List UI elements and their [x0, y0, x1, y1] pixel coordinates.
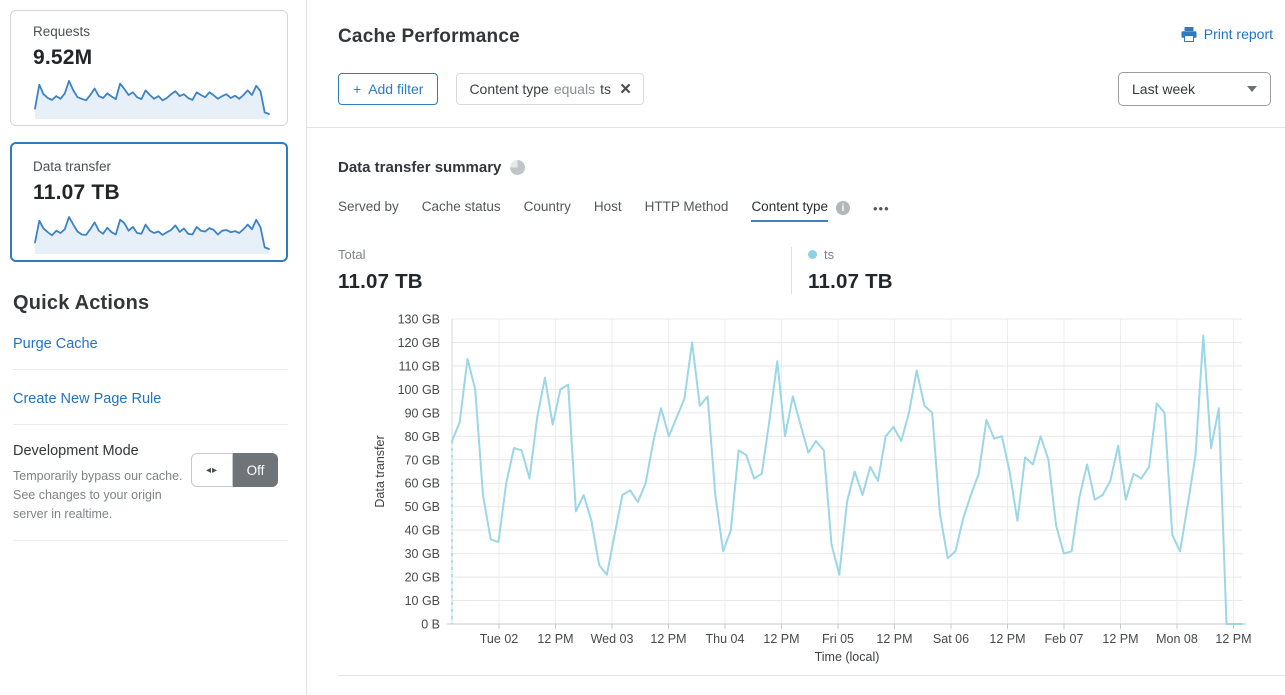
sidebar: Requests 9.52M Data transfer 11.07 TB Qu… — [0, 0, 306, 695]
x-tick-label: Mon 08 — [1156, 632, 1198, 646]
x-tick-label: 12 PM — [989, 632, 1025, 646]
total-label: Total — [338, 247, 366, 262]
divider — [791, 247, 792, 294]
data-transfer-chart[interactable]: 0 B 10 GB 20 GB 30 GB 40 GB 50 GB 60 GB 70 GB 80… — [338, 306, 1285, 675]
plus-icon: + — [353, 81, 362, 97]
summary-tabs: Served by Cache status Country Host HTTP Met… — [338, 199, 1285, 222]
tab-label: Served by — [338, 199, 399, 214]
more-menu-icon[interactable]: ••• — [873, 200, 890, 216]
create-page-rule-link[interactable]: Create New Page Rule — [13, 391, 162, 407]
total-value: 11.07 TB — [338, 270, 423, 293]
x-tick-label: Wed 03 — [591, 632, 634, 646]
x-tick-label: 12 PM — [1215, 632, 1251, 646]
requests-card[interactable]: Requests 9.52M — [10, 10, 288, 126]
development-mode: Development Mode Temporarily bypass our … — [13, 443, 288, 523]
legend-dot-icon — [808, 250, 817, 259]
x-tick-label: 12 PM — [876, 632, 912, 646]
time-range-select[interactable]: Last week — [1118, 72, 1271, 106]
filter-chip[interactable]: Content type equals ts × — [456, 73, 645, 105]
tab-http-method[interactable]: HTTP Method — [645, 199, 729, 222]
close-icon[interactable]: × — [619, 78, 632, 100]
y-tick-label: 40 GB — [405, 524, 440, 538]
y-tick-label: 30 GB — [405, 547, 440, 561]
time-range-value: Last week — [1132, 81, 1196, 97]
requests-sparkline — [34, 80, 270, 119]
tab-label: HTTP Method — [644, 199, 729, 214]
print-report-label: Print report — [1203, 26, 1273, 42]
tab-host[interactable]: Host — [594, 199, 622, 222]
tab-content-type[interactable]: Content type i — [751, 199, 850, 222]
page-title: Cache Performance — [338, 26, 520, 47]
data-transfer-card[interactable]: Data transfer 11.07 TB — [10, 142, 288, 262]
divider — [13, 424, 288, 425]
print-report-link[interactable]: Print report — [1181, 26, 1273, 42]
y-tick-label: 110 GB — [399, 359, 440, 373]
development-mode-title: Development Mode — [13, 443, 139, 459]
x-tick-label: Fri 05 — [822, 632, 854, 646]
data-transfer-sparkline — [34, 216, 270, 254]
summary-section: Data transfer summary Served by Cache sta… — [307, 128, 1285, 676]
y-tick-label: 100 GB — [398, 383, 440, 397]
toggle-state-label[interactable]: Off — [233, 453, 278, 487]
requests-card-label: Requests — [33, 24, 91, 39]
legend-series-value: 11.07 TB — [808, 270, 893, 293]
chart-canvas[interactable]: 0 B 10 GB 20 GB 30 GB 40 GB 50 GB 60 GB 70 GB 80… — [338, 306, 1285, 670]
x-tick-label: Thu 04 — [706, 632, 745, 646]
y-tick-label: 20 GB — [405, 571, 440, 585]
add-filter-label: Add filter — [368, 81, 424, 97]
filter-chip-operator: equals — [553, 81, 596, 97]
x-tick-label: Feb 07 — [1045, 632, 1084, 646]
data-transfer-card-value: 11.07 TB — [33, 181, 120, 204]
add-filter-button[interactable]: + Add filter — [338, 73, 439, 105]
y-tick-label: 10 GB — [405, 594, 440, 608]
tab-label: Cache status — [421, 199, 501, 214]
y-tick-label: 0 B — [421, 618, 440, 632]
purge-cache-link[interactable]: Purge Cache — [13, 336, 98, 352]
x-tick-label: 12 PM — [763, 632, 799, 646]
tab-country[interactable]: Country — [524, 199, 571, 222]
series-ts-line — [451, 334, 1243, 625]
tab-label: Country — [523, 199, 571, 214]
quick-actions-heading: Quick Actions — [13, 292, 150, 314]
development-mode-toggle[interactable]: ◂▸ Off — [191, 453, 278, 487]
y-tick-label: 70 GB — [405, 453, 440, 467]
tab-label: Content type — [751, 199, 828, 222]
y-tick-label: 80 GB — [405, 430, 440, 444]
filter-chip-value: ts — [600, 81, 611, 97]
data-transfer-card-label: Data transfer — [33, 159, 112, 174]
y-tick-label: 60 GB — [405, 477, 440, 491]
divider — [13, 540, 288, 542]
x-tick-label: Tue 02 — [480, 632, 519, 646]
divider — [338, 675, 1285, 676]
chevron-down-icon — [1247, 86, 1257, 92]
pie-chart-icon — [510, 160, 526, 175]
x-axis-title: Time (local) — [815, 650, 880, 664]
y-tick-label: 50 GB — [405, 500, 440, 514]
printer-icon — [1181, 26, 1197, 42]
tab-label: Host — [593, 199, 622, 214]
info-icon[interactable]: i — [836, 201, 850, 215]
x-tick-label: Sat 06 — [933, 632, 969, 646]
y-tick-label: 90 GB — [405, 406, 440, 420]
requests-card-value: 9.52M — [33, 46, 93, 69]
x-tick-label: 12 PM — [537, 632, 573, 646]
filter-chip-field: Content type — [469, 81, 549, 97]
y-tick-label: 120 GB — [398, 336, 440, 350]
divider — [307, 127, 1285, 128]
legend-series-name: ts — [824, 247, 835, 262]
y-tick-label: 130 GB — [398, 313, 440, 327]
x-tick-label: 12 PM — [650, 632, 686, 646]
quick-actions: Quick Actions Purge Cache Create New Pag… — [10, 292, 288, 542]
development-mode-description: Temporarily bypass our cache. See change… — [13, 469, 183, 521]
summary-title: Data transfer summary — [338, 159, 502, 176]
main-content: Cache Performance Print report + Add fil… — [306, 0, 1285, 695]
tab-served-by[interactable]: Served by — [338, 199, 399, 222]
tab-cache-status[interactable]: Cache status — [422, 199, 501, 222]
y-axis-title: Data transfer — [373, 435, 387, 507]
divider — [13, 369, 288, 370]
x-tick-label: 12 PM — [1102, 632, 1138, 646]
toggle-arrows-icon[interactable]: ◂▸ — [191, 453, 233, 487]
